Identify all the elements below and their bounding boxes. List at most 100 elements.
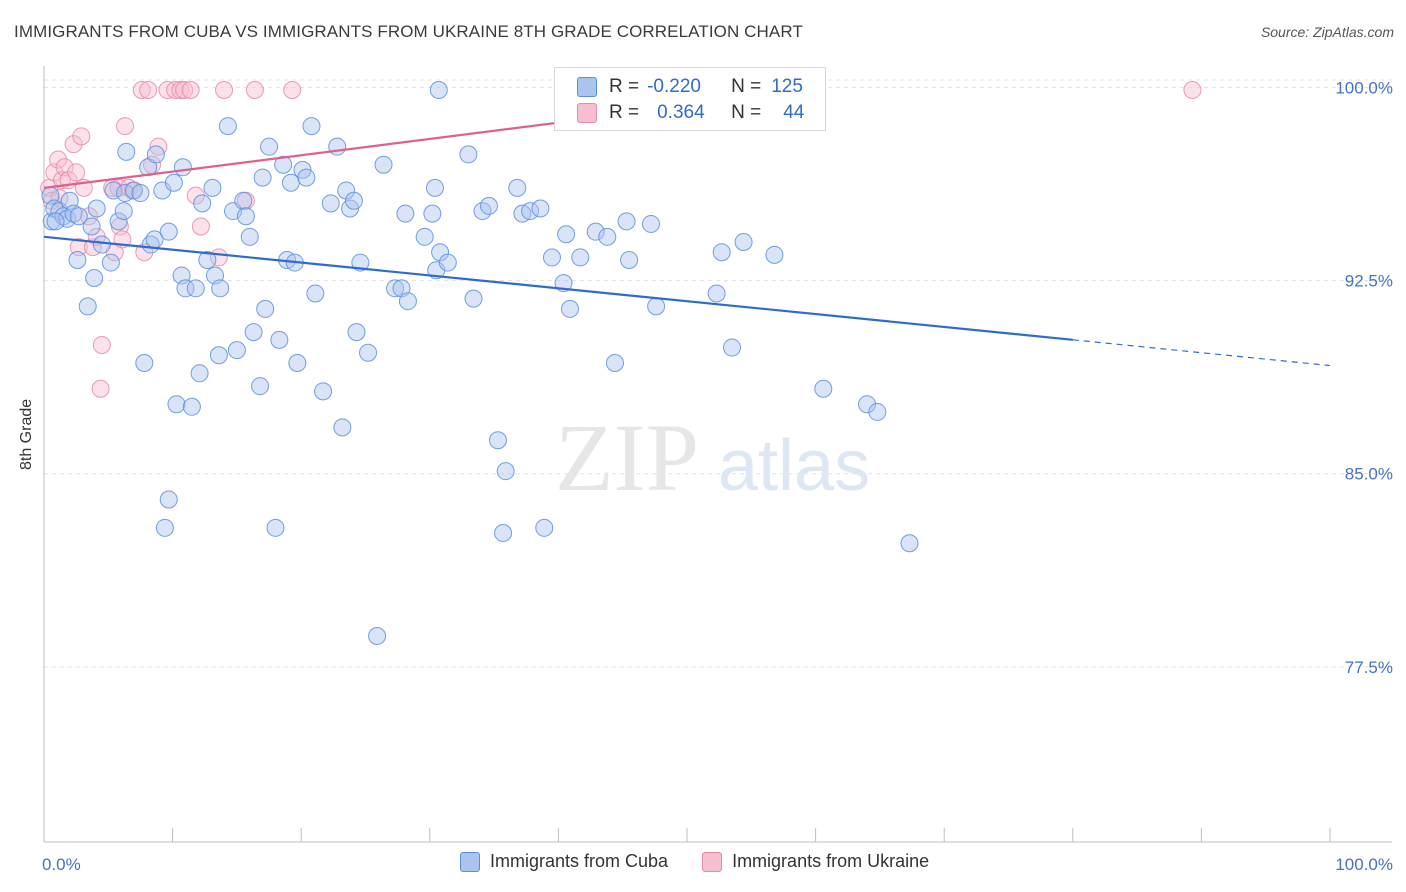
grid-lines — [44, 79, 1392, 668]
cuba-point — [868, 402, 887, 421]
cuba-point — [203, 178, 222, 197]
legend-ukraine-r-label: R = — [609, 102, 640, 123]
cuba-point — [647, 297, 666, 316]
ukraine-point — [69, 238, 88, 257]
y-tick-label: 77.5% — [1345, 658, 1393, 677]
cuba-point — [464, 289, 483, 308]
legend-item-ukraine[interactable]: Immigrants from Ukraine — [702, 851, 929, 872]
axes — [43, 66, 1392, 843]
cuba-point — [386, 279, 405, 298]
ukraine-point — [186, 186, 205, 205]
ukraine-point — [64, 135, 83, 154]
cuba-point — [571, 248, 590, 267]
cuba-point — [423, 204, 442, 223]
legend-ukraine-name: Immigrants from Ukraine — [732, 851, 930, 871]
series-cuba-points — [41, 81, 919, 645]
cuba-point — [167, 395, 186, 414]
cuba-point — [328, 137, 347, 156]
legend-cuba-r-label: R = — [609, 76, 640, 97]
cuba-point — [368, 626, 387, 645]
cuba-point — [557, 225, 576, 244]
cuba-point — [438, 253, 457, 272]
cuba-point — [234, 191, 253, 210]
cuba-point — [494, 523, 513, 542]
ukraine-point — [245, 81, 264, 100]
cuba-point — [274, 155, 293, 174]
ukraine-point — [132, 81, 151, 100]
legend-row-ukraine: R = 0.364 N = 44 — [577, 100, 804, 126]
cuba-point — [560, 299, 579, 318]
cuba-point — [333, 418, 352, 437]
cuba-point — [46, 212, 65, 231]
source-label: Source: ZipAtlas.com — [1260, 24, 1394, 40]
cuba-point — [244, 323, 263, 342]
cuba-point — [425, 178, 444, 197]
cuba-point — [92, 235, 111, 254]
cuba-point — [104, 181, 123, 200]
cuba-point — [431, 243, 450, 262]
ukraine-point — [49, 150, 68, 169]
cuba-point — [159, 222, 178, 241]
legend-ukraine-n-value: 44 — [783, 102, 805, 123]
cuba-point — [359, 343, 378, 362]
cuba-point — [159, 490, 178, 509]
cuba-point — [82, 217, 101, 236]
ukraine-swatch-icon — [577, 103, 597, 123]
y-tick-label: 100.0% — [1335, 78, 1393, 97]
cuba-point — [620, 250, 639, 269]
cuba-point — [374, 155, 393, 174]
correlation-legend: R = -0.220 N = 125 R = 0.364 N = 44 — [554, 67, 826, 131]
trend-lines — [43, 88, 1331, 367]
ukraine-point — [171, 81, 190, 100]
cuba-point — [521, 202, 540, 221]
cuba-point — [45, 199, 64, 218]
legend-ukraine-n-label: N = — [731, 102, 762, 123]
cuba-point — [306, 284, 325, 303]
cuba-point — [496, 462, 515, 481]
ukraine-point — [215, 81, 234, 100]
cuba-point — [344, 191, 363, 210]
ukraine-point — [139, 81, 158, 100]
ukraine-point — [116, 117, 135, 136]
y-tick-label: 85.0% — [1345, 465, 1393, 484]
ukraine-point — [1183, 81, 1202, 100]
legend-ukraine-r-value: 0.364 — [657, 102, 705, 123]
cuba-point — [85, 269, 104, 288]
cuba-point — [117, 142, 136, 161]
cuba-point — [459, 145, 478, 164]
ukraine-point — [72, 127, 91, 146]
cuba-point — [288, 354, 307, 373]
cuba-point — [479, 196, 498, 215]
cuba-point — [814, 379, 833, 398]
cuba-point — [101, 253, 120, 272]
cuba-point — [712, 243, 731, 262]
cuba-point — [109, 212, 128, 231]
cuba-point — [429, 81, 448, 100]
watermark-atlas: atlas — [718, 426, 870, 506]
cuba-point — [155, 518, 174, 537]
cuba-trend-line — [43, 235, 1073, 341]
cuba-point — [68, 250, 87, 269]
legend-item-cuba[interactable]: Immigrants from Cuba — [460, 851, 668, 872]
cuba-point — [256, 299, 275, 318]
cuba-point — [227, 341, 246, 360]
cuba-point — [415, 227, 434, 246]
legend-row-cuba: R = -0.220 N = 125 — [577, 74, 803, 100]
chart-title: IMMIGRANTS FROM CUBA VS IMMIGRANTS FROM … — [14, 22, 803, 41]
cuba-point — [211, 279, 230, 298]
cuba-point — [617, 212, 636, 231]
legend-cuba-n-value: 125 — [771, 76, 803, 97]
cuba-point — [314, 382, 333, 401]
cuba-point — [734, 232, 753, 251]
cuba-point — [351, 253, 370, 272]
cuba-point — [260, 137, 279, 156]
cuba-point — [78, 297, 97, 316]
cuba-point — [297, 168, 316, 187]
cuba-point — [641, 214, 660, 233]
cuba-legend-icon — [460, 851, 480, 872]
legend-cuba-r-value: -0.220 — [647, 76, 701, 97]
cuba-point — [398, 292, 417, 311]
cuba-point — [253, 168, 272, 187]
ukraine-point — [80, 207, 99, 226]
ukraine-point — [67, 163, 86, 182]
